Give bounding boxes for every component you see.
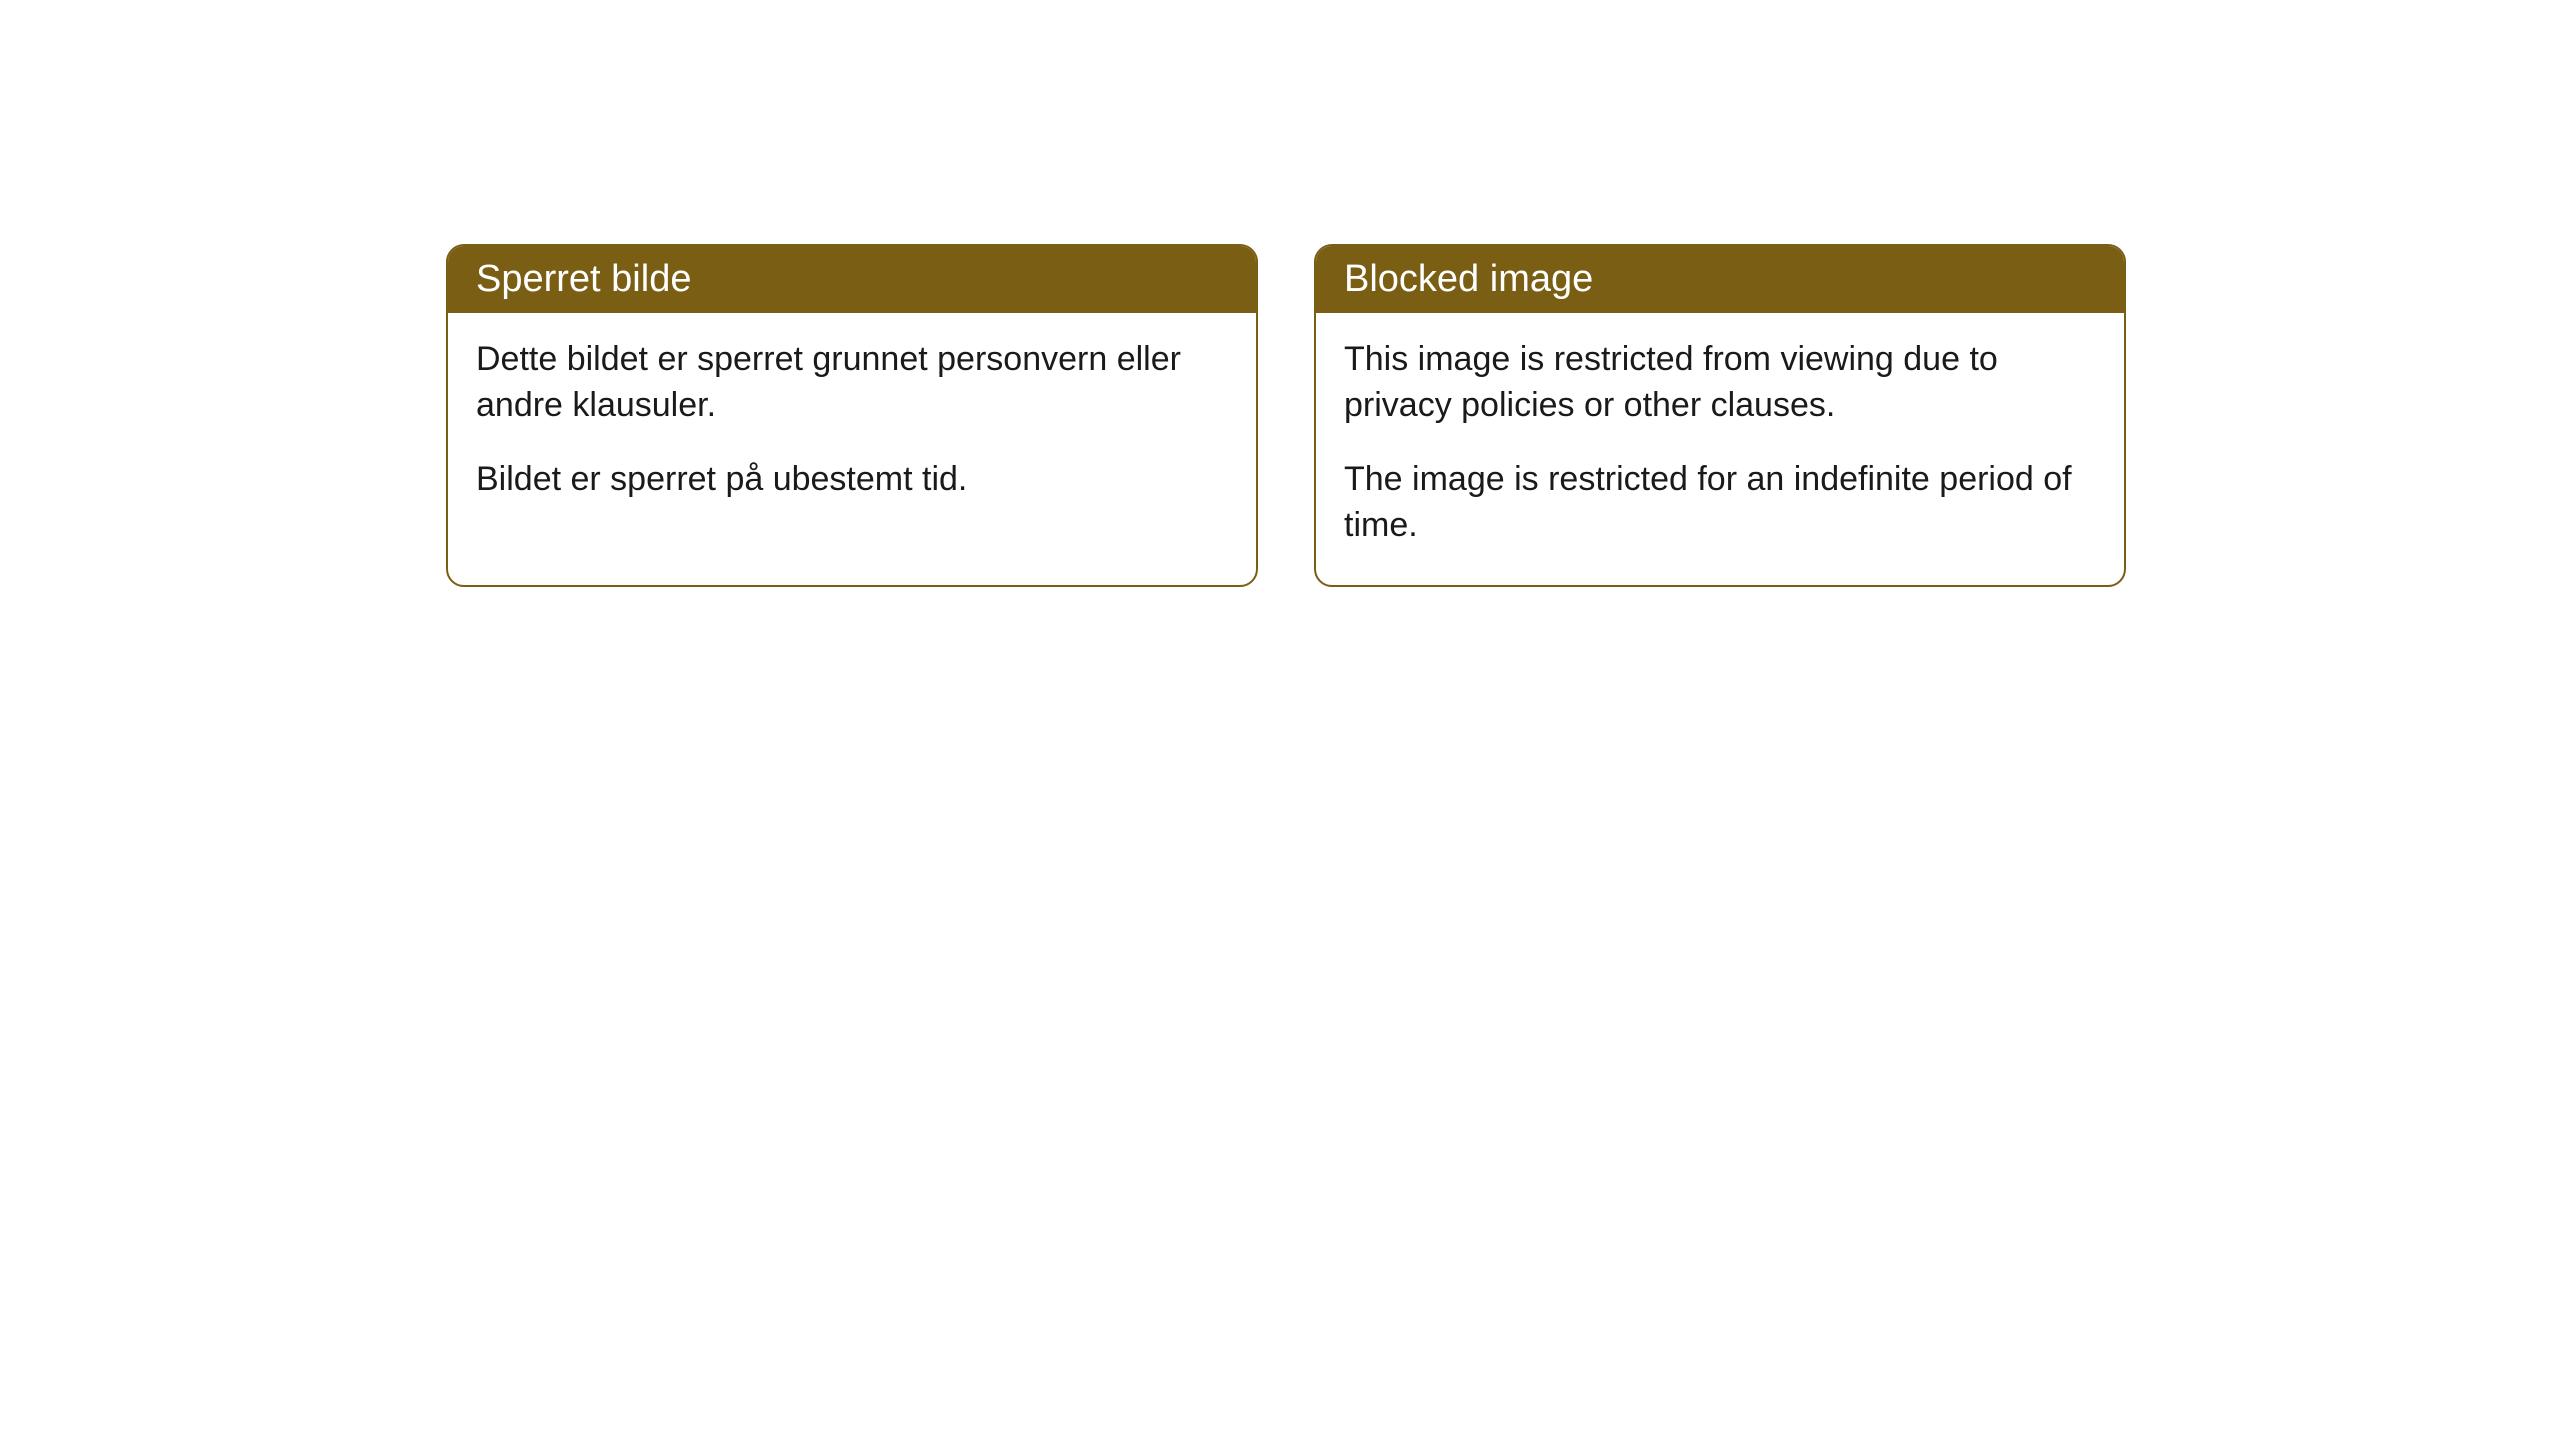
notice-card-title: Sperret bilde bbox=[448, 246, 1256, 313]
notice-card-english: Blocked image This image is restricted f… bbox=[1314, 244, 2126, 587]
notice-card-norwegian: Sperret bilde Dette bildet er sperret gr… bbox=[446, 244, 1258, 587]
notice-card-paragraph: Dette bildet er sperret grunnet personve… bbox=[476, 337, 1228, 429]
notice-card-paragraph: The image is restricted for an indefinit… bbox=[1344, 457, 2096, 549]
notice-card-body: Dette bildet er sperret grunnet personve… bbox=[448, 313, 1256, 539]
notice-cards-container: Sperret bilde Dette bildet er sperret gr… bbox=[446, 244, 2126, 587]
notice-card-paragraph: Bildet er sperret på ubestemt tid. bbox=[476, 457, 1228, 503]
notice-card-body: This image is restricted from viewing du… bbox=[1316, 313, 2124, 585]
notice-card-title: Blocked image bbox=[1316, 246, 2124, 313]
notice-card-paragraph: This image is restricted from viewing du… bbox=[1344, 337, 2096, 429]
